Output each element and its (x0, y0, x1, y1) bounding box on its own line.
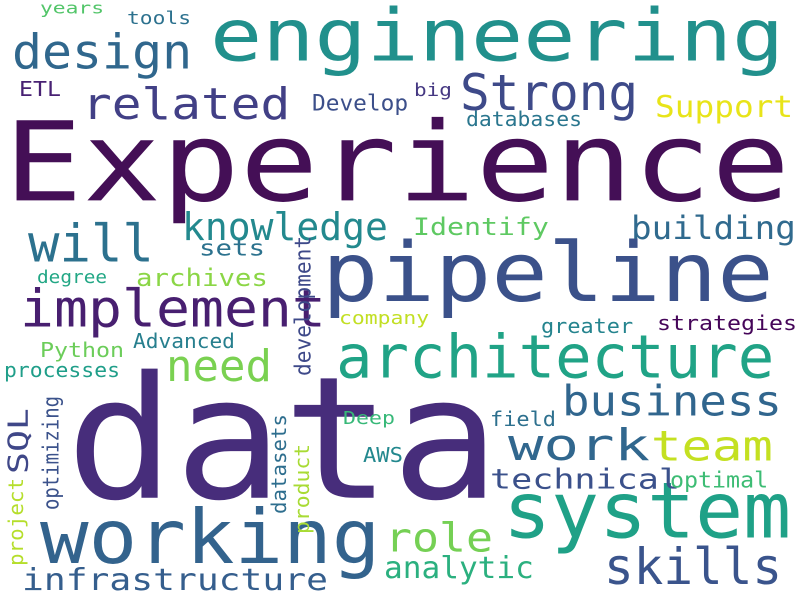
word-will: will (28, 213, 154, 275)
word-knowledge: knowledge (182, 204, 388, 250)
word-work: work (508, 419, 650, 471)
word-infrastructure: infrastructure (22, 562, 328, 598)
word-big: big (414, 79, 452, 101)
word-optimal: optimal (670, 467, 769, 493)
word-working: working (40, 493, 381, 581)
word-tools: tools (127, 7, 192, 29)
word-role: role (385, 514, 493, 562)
word-years: years (40, 0, 105, 18)
word-project: project (4, 477, 28, 566)
word-archives: archives (136, 263, 268, 292)
word-need: need (166, 340, 272, 392)
word-technical: technical (490, 462, 680, 496)
word-architecture: architecture (336, 321, 775, 392)
word-greater: greater (541, 314, 634, 338)
word-team: team (651, 421, 773, 471)
word-data: data (66, 339, 500, 539)
word-product: product (290, 443, 314, 534)
word-deep: Deep (343, 407, 395, 429)
word-strong: Strong (460, 63, 639, 122)
word-advanced: Advanced (133, 329, 235, 353)
word-skills: skills (604, 537, 783, 596)
word-company: company (339, 307, 430, 329)
word-field: field (490, 407, 557, 431)
word-implement: implement (20, 278, 326, 340)
word-aws: AWS (363, 443, 403, 467)
word-develop: Develop (312, 90, 409, 116)
word-development: development (290, 235, 316, 376)
word-related: related (82, 78, 291, 130)
word-business: business (562, 376, 782, 426)
word-processes: processes (4, 358, 120, 382)
word-optimizing: optimizing (38, 395, 64, 510)
word-identify: Identify (413, 212, 549, 241)
word-etl: ETL (19, 77, 61, 101)
word-datasets: datasets (267, 414, 291, 514)
word-engineering: engineering (210, 0, 785, 78)
word-support: Support (655, 89, 794, 125)
word-python: Python (40, 338, 125, 362)
word-sets: sets (199, 235, 265, 261)
word-system: system (503, 464, 792, 557)
word-experience: Experience (4, 98, 791, 227)
word-databases: databases (466, 107, 582, 131)
word-sql: SQL (1, 408, 35, 474)
word-design: design (12, 23, 193, 80)
word-pipeline: pipeline (322, 224, 774, 321)
word-degree: degree (37, 266, 108, 288)
word-strategies: strategies (657, 311, 798, 335)
word-analytic: analytic (384, 550, 534, 586)
word-building: building (631, 209, 796, 247)
